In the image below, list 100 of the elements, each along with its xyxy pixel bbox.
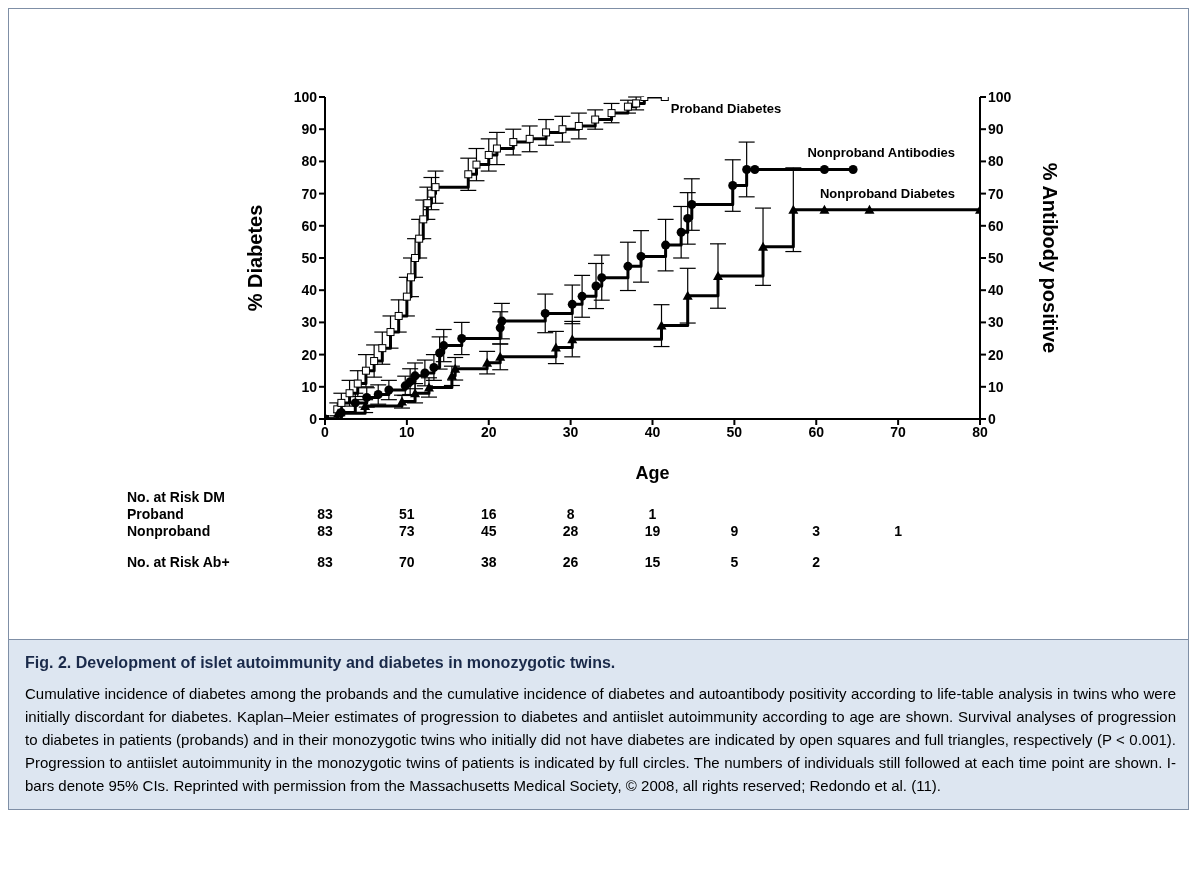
point: [509, 138, 518, 147]
point: [636, 251, 646, 261]
text: 83: [316, 523, 334, 539]
y-tick-label: 90: [301, 121, 318, 138]
x-tick-label: 60: [808, 423, 825, 440]
point: [558, 125, 567, 134]
point: [373, 390, 383, 400]
point: [819, 164, 829, 174]
point: [567, 299, 577, 309]
text: 38: [479, 554, 498, 570]
text: 83: [316, 554, 334, 570]
x-tick-label: 80: [972, 423, 988, 440]
y2-tick-label: 100: [988, 88, 1012, 105]
text: 28: [561, 523, 580, 539]
text: 73: [398, 523, 416, 539]
text: Proband: [127, 506, 184, 522]
y-tick-label: 40: [301, 282, 318, 299]
point: [423, 199, 432, 208]
point: [567, 334, 578, 344]
point: [632, 99, 641, 108]
y-tick-label: 60: [301, 217, 318, 234]
text: 5: [729, 554, 740, 570]
point: [577, 291, 587, 301]
point: [742, 164, 752, 174]
point: [427, 189, 436, 198]
x-tick-label: 0: [321, 423, 330, 440]
text: 16: [479, 506, 498, 522]
y2-tick-label: 70: [988, 185, 1004, 202]
point: [728, 181, 738, 191]
x-tick-label: 30: [562, 423, 579, 440]
point: [656, 320, 667, 330]
text: 26: [561, 554, 580, 570]
point: [378, 344, 387, 353]
y2-tick-label: 50: [988, 249, 1004, 266]
text: 1: [647, 506, 658, 522]
point: [495, 351, 506, 361]
text: Fig. 2. Development of islet autoimmunity and diabetes in monozygotic twins.: [25, 654, 617, 672]
point: [683, 213, 693, 223]
point: [439, 341, 449, 351]
point: [457, 334, 467, 343]
text: 9: [729, 523, 740, 539]
x-tick-label: 10: [399, 423, 415, 440]
y-tick-label: 20: [301, 346, 318, 363]
point: [384, 385, 394, 395]
point: [550, 342, 561, 352]
text: 15: [643, 554, 662, 570]
point: [758, 241, 769, 251]
text: 45: [479, 523, 498, 539]
text: No. at Risk Ab+: [127, 554, 230, 570]
y-tick-label: 100: [293, 88, 318, 105]
point: [713, 271, 723, 281]
y2-tick-label: 10: [988, 378, 1004, 395]
point: [402, 292, 411, 301]
point: [623, 102, 632, 111]
series-label: Nonproband Antibodies: [807, 145, 955, 161]
point: [360, 401, 371, 411]
series-label: Nonproband Diabetes: [819, 185, 955, 201]
point: [484, 150, 493, 159]
text: 1: [893, 523, 903, 539]
point: [607, 109, 616, 118]
point: [361, 366, 370, 375]
y-tick-label: 70: [301, 185, 318, 202]
point: [661, 240, 671, 250]
x-axis-title: Age: [635, 463, 670, 483]
point: [864, 204, 875, 214]
x-tick-label: 70: [890, 423, 907, 440]
point: [819, 204, 830, 214]
text: No. at Risk DM: [127, 489, 226, 505]
text: 2: [811, 554, 822, 570]
y2-tick-label: 90: [988, 121, 1004, 138]
point: [423, 382, 434, 392]
point: [574, 121, 583, 130]
x-tick-label: 50: [726, 423, 743, 440]
point: [431, 183, 440, 192]
x-tick-label: 40: [644, 423, 661, 440]
y2-tick-label: 20: [988, 346, 1004, 363]
point: [362, 392, 372, 402]
x-tick-label: 20: [480, 423, 497, 440]
point: [525, 134, 534, 143]
y2-tick-label: 80: [988, 153, 1004, 170]
point: [345, 389, 354, 398]
point: [435, 348, 445, 358]
point: [337, 398, 346, 407]
point: [406, 273, 415, 282]
text: 19: [643, 523, 662, 539]
point: [497, 316, 507, 326]
y2-axis-title: % Antibody positive: [1038, 162, 1061, 354]
point: [591, 115, 600, 124]
point: [410, 388, 421, 398]
y2-tick-label: 0: [988, 410, 996, 427]
text: 8: [565, 506, 576, 522]
point: [370, 357, 379, 366]
point: [597, 273, 607, 283]
text: 70: [398, 554, 416, 570]
point: [848, 164, 858, 174]
point: [350, 398, 360, 408]
point: [411, 254, 420, 262]
point: [540, 308, 550, 318]
text: Cumulative incidence of diabetes among the probands and the cumulative incidence of diabetes and autoantibody positivity according to life-table analysis in twins who were initially discordant for diabetes. Kaplan–Meier estimates of progression to diabetes and antiislet autoimmunity according to age are shown. Survival analyses of progression to diabetes in patients (probands) and in their monozygotic twins who initially did not have diabetes are indicated by open squares and full triangles, respectively (P < 0.001). Progression to antiislet autoimmunity in the monozygotic twins of patients is indicated by full circles. The numbers of individuals still followed at each time point are shown. I-bars denote 95% CIs. Reprinted with permission from the Massachusetts Medical Society, © 2008, all rights reserved; Redondo et al. (11).: [25, 684, 1176, 796]
y2-tick-label: 60: [988, 217, 1004, 234]
